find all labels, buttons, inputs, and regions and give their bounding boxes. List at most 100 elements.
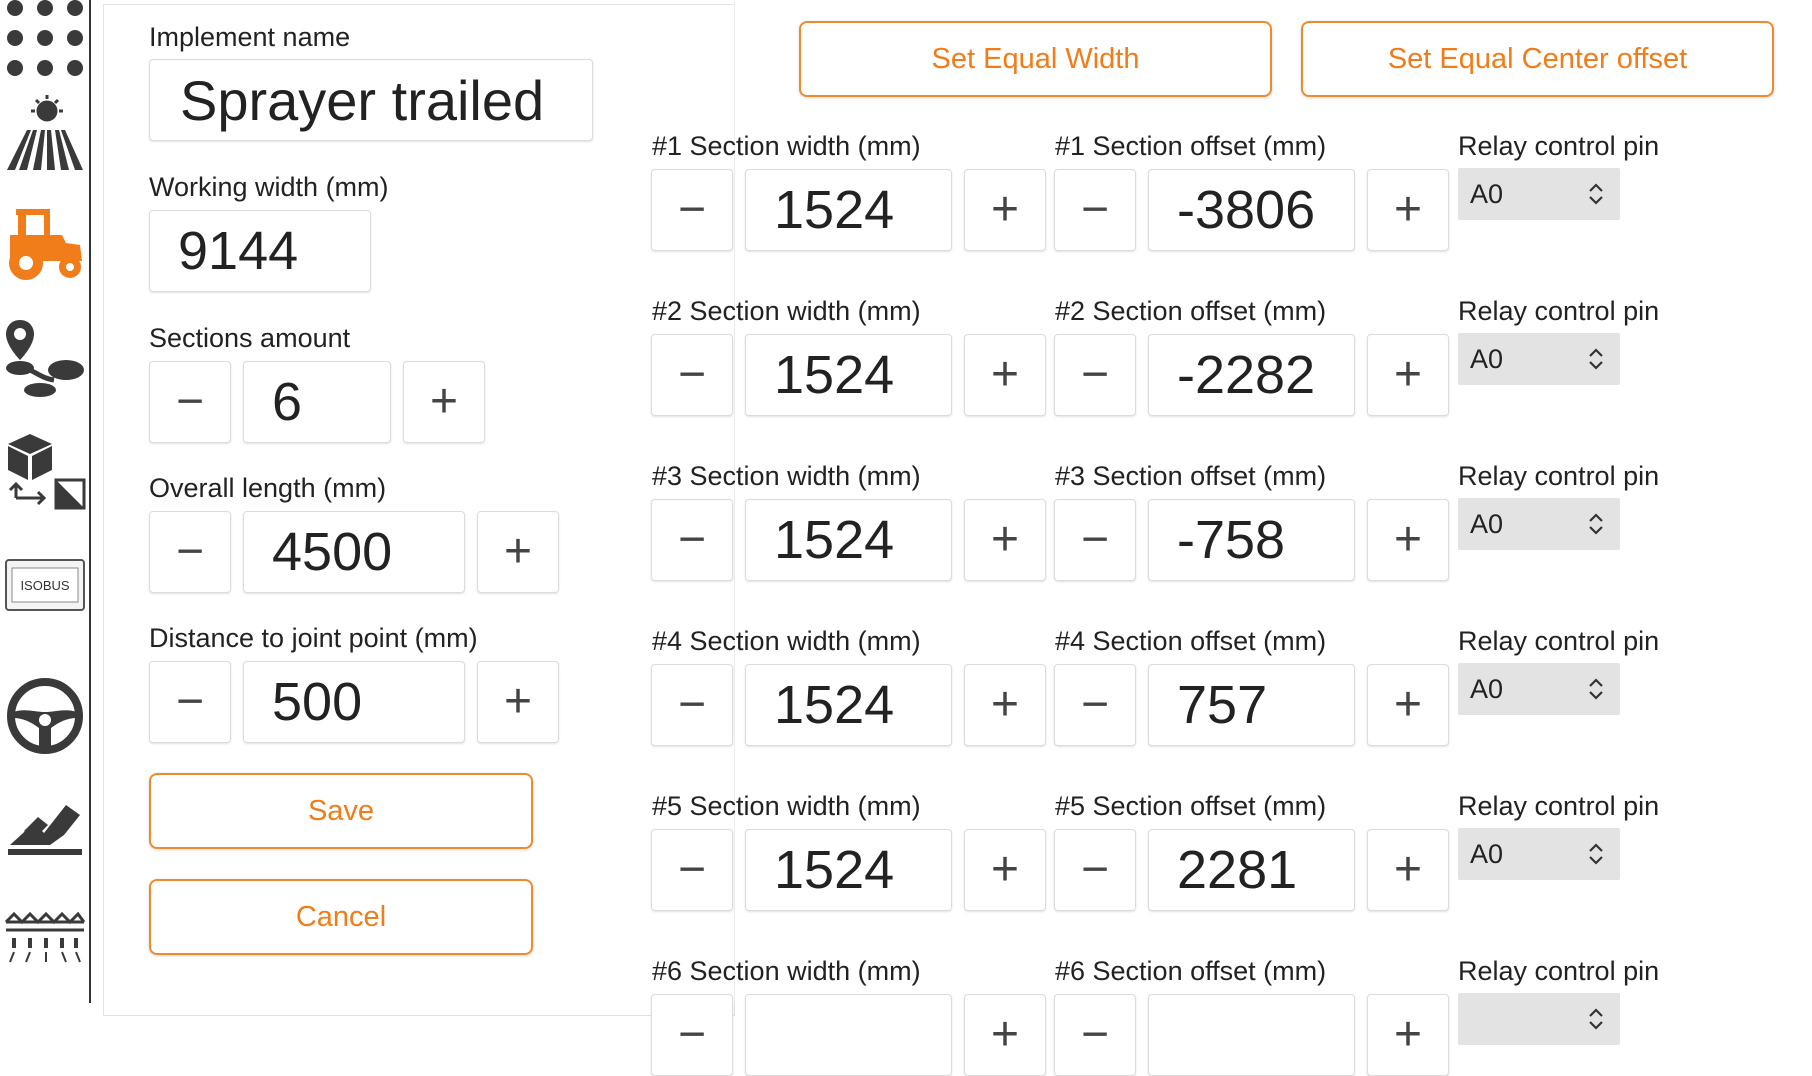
section-offset-increment-button[interactable]: +: [1367, 169, 1449, 251]
plus-glyph: +: [990, 348, 1020, 401]
working-width-input[interactable]: 9144: [149, 210, 371, 292]
relay-pin-select[interactable]: A0: [1458, 333, 1620, 385]
plus-glyph: +: [1393, 843, 1423, 896]
section-width-input[interactable]: 1524: [745, 664, 952, 746]
section-width-decrement-button[interactable]: −: [651, 829, 733, 911]
relay-pin-select[interactable]: [1458, 993, 1620, 1045]
plus-glyph: +: [990, 183, 1020, 236]
isobus-icon[interactable]: ISOBUS: [0, 558, 89, 612]
overall-length-decrement-button[interactable]: −: [149, 511, 231, 593]
section-offset-input[interactable]: -3806: [1148, 169, 1355, 251]
steering-wheel-icon[interactable]: [0, 676, 89, 756]
section-offset-label: #6 Section offset (mm): [1055, 956, 1327, 986]
section-width-input[interactable]: 1524: [745, 829, 952, 911]
relay-pin-value: A0: [1470, 178, 1504, 209]
plus-glyph: +: [990, 1008, 1020, 1061]
relay-pin-select[interactable]: A0: [1458, 663, 1620, 715]
section-width-increment-button[interactable]: +: [964, 334, 1046, 416]
relay-pin-select[interactable]: A0: [1458, 168, 1620, 220]
section-offset-input[interactable]: [1148, 994, 1355, 1076]
section-offset-increment-button[interactable]: +: [1367, 829, 1449, 911]
plus-glyph: +: [503, 525, 533, 578]
minus-glyph: −: [1080, 1008, 1110, 1061]
working-width-label: Working width (mm): [149, 172, 389, 202]
plus-glyph: +: [990, 678, 1020, 731]
section-offset-decrement-button[interactable]: −: [1054, 169, 1136, 251]
section-width-input[interactable]: 1524: [745, 169, 952, 251]
section-offset-decrement-button[interactable]: −: [1054, 994, 1136, 1076]
plus-glyph: +: [503, 675, 533, 728]
route-pin-icon[interactable]: [0, 318, 89, 398]
minus-glyph: −: [1080, 183, 1110, 236]
relay-pin-value: A0: [1470, 673, 1504, 704]
section-offset-decrement-button[interactable]: −: [1054, 829, 1136, 911]
section-width-input[interactable]: 1524: [745, 334, 952, 416]
relay-pin-select[interactable]: A0: [1458, 498, 1620, 550]
section-offset-input[interactable]: 2281: [1148, 829, 1355, 911]
implement-name-input[interactable]: Sprayer trailed: [149, 59, 593, 141]
section-offset-decrement-button[interactable]: −: [1054, 664, 1136, 746]
plus-glyph: +: [1393, 678, 1423, 731]
box-resize-icon[interactable]: [0, 432, 89, 512]
relay-pin-select[interactable]: A0: [1458, 828, 1620, 880]
minus-glyph: −: [677, 678, 707, 731]
overall-length-label: Overall length (mm): [149, 473, 387, 503]
sidebar: ISOBUS: [0, 0, 91, 1003]
plus-glyph: +: [1393, 1008, 1423, 1061]
overall-length-input[interactable]: 4500: [243, 511, 465, 593]
section-offset-input[interactable]: -758: [1148, 499, 1355, 581]
section-width-increment-button[interactable]: +: [964, 994, 1046, 1076]
section-width-increment-button[interactable]: +: [964, 169, 1046, 251]
section-offset-decrement-button[interactable]: −: [1054, 499, 1136, 581]
section-offset-increment-button[interactable]: +: [1367, 664, 1449, 746]
section-offset-label: #3 Section offset (mm): [1055, 461, 1327, 491]
dots-grid-icon[interactable]: [0, 0, 89, 80]
sections-decrement-button[interactable]: −: [149, 361, 231, 443]
section-offset-input[interactable]: -2282: [1148, 334, 1355, 416]
joint-distance-increment-button[interactable]: +: [477, 661, 559, 743]
section-width-decrement-button[interactable]: −: [651, 664, 733, 746]
section-offset-label: #1 Section offset (mm): [1055, 131, 1327, 161]
plus-glyph: +: [1393, 513, 1423, 566]
minus-glyph: −: [677, 348, 707, 401]
section-width-increment-button[interactable]: +: [964, 664, 1046, 746]
field-sun-icon[interactable]: [0, 95, 89, 175]
tractor-icon[interactable]: [0, 205, 89, 281]
set-equal-width-button[interactable]: Set Equal Width: [799, 21, 1272, 97]
section-width-increment-button[interactable]: +: [964, 829, 1046, 911]
section-width-increment-button[interactable]: +: [964, 499, 1046, 581]
relay-pin-value: A0: [1470, 508, 1504, 539]
overall-length-increment-button[interactable]: +: [477, 511, 559, 593]
section-offset-increment-button[interactable]: +: [1367, 994, 1449, 1076]
section-width-decrement-button[interactable]: −: [651, 994, 733, 1076]
section-offset-decrement-button[interactable]: −: [1054, 334, 1136, 416]
section-width-decrement-button[interactable]: −: [651, 169, 733, 251]
joint-distance-input[interactable]: 500: [243, 661, 465, 743]
section-offset-increment-button[interactable]: +: [1367, 334, 1449, 416]
minus-glyph: −: [677, 513, 707, 566]
relay-pin-label: Relay control pin: [1458, 791, 1660, 821]
section-width-input[interactable]: 1524: [745, 499, 952, 581]
section-width-decrement-button[interactable]: −: [651, 499, 733, 581]
sections-amount-input[interactable]: 6: [243, 361, 391, 443]
relay-pin-value: A0: [1470, 838, 1504, 869]
hand-field-icon[interactable]: [0, 795, 89, 859]
joint-distance-decrement-button[interactable]: −: [149, 661, 231, 743]
updown-chevron-icon: [1588, 676, 1604, 702]
relay-pin-value: A0: [1470, 343, 1504, 374]
section-width-decrement-button[interactable]: −: [651, 334, 733, 416]
relay-pin-label: Relay control pin: [1458, 131, 1660, 161]
section-width-label: #2 Section width (mm): [652, 296, 921, 326]
updown-chevron-icon: [1588, 181, 1604, 207]
sections-increment-button[interactable]: +: [403, 361, 485, 443]
cancel-button[interactable]: Cancel: [149, 879, 533, 955]
section-width-label: #5 Section width (mm): [652, 791, 921, 821]
section-width-label: #4 Section width (mm): [652, 626, 921, 656]
section-offset-increment-button[interactable]: +: [1367, 499, 1449, 581]
save-button[interactable]: Save: [149, 773, 533, 849]
set-equal-center-offset-button[interactable]: Set Equal Center offset: [1301, 21, 1774, 97]
section-offset-input[interactable]: 757: [1148, 664, 1355, 746]
section-width-input[interactable]: [745, 994, 952, 1076]
relay-pin-label: Relay control pin: [1458, 956, 1660, 986]
sprayer-boom-icon[interactable]: [0, 910, 89, 966]
